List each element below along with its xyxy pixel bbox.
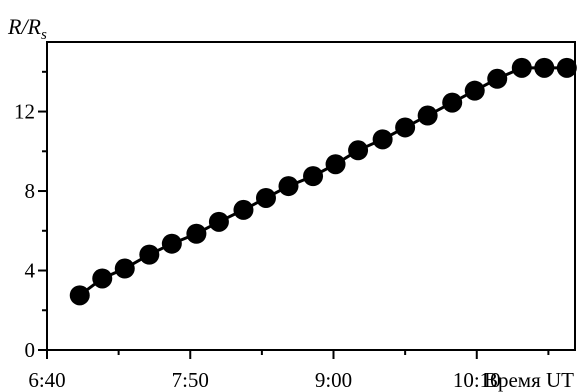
x-tick-label: 9:00 bbox=[315, 368, 352, 392]
data-point bbox=[161, 233, 182, 254]
data-point bbox=[372, 129, 393, 150]
x-tick-label: 6:40 bbox=[28, 368, 65, 392]
data-point bbox=[114, 258, 135, 279]
data-point bbox=[278, 176, 299, 197]
x-axis-label: Время UT bbox=[484, 368, 574, 392]
data-point bbox=[69, 285, 90, 306]
data-point bbox=[487, 68, 508, 89]
y-axis: 0 4 8 12 bbox=[14, 70, 47, 362]
plot-frame bbox=[46, 41, 576, 351]
y-tick-label: 8 bbox=[25, 179, 36, 203]
data-point bbox=[186, 223, 207, 244]
data-point bbox=[208, 211, 229, 232]
data-point bbox=[303, 166, 324, 187]
data-point bbox=[442, 92, 463, 113]
x-axis: 6:40 7:50 9:00 10:10 bbox=[28, 350, 550, 392]
series-points-group bbox=[69, 57, 577, 306]
data-point bbox=[92, 268, 113, 289]
data-point bbox=[417, 105, 438, 126]
y-tick-label: 12 bbox=[14, 100, 35, 124]
data-point bbox=[464, 80, 485, 101]
series-line-group bbox=[78, 66, 567, 297]
y-axis-label: R/Rs bbox=[7, 14, 47, 43]
data-point bbox=[511, 57, 532, 78]
data-point bbox=[255, 187, 276, 208]
data-point bbox=[325, 154, 346, 175]
series-line bbox=[78, 66, 567, 297]
y-tick-label: 0 bbox=[25, 338, 36, 362]
x-tick-label: 10:10 bbox=[453, 368, 501, 392]
y-tick-label: 4 bbox=[25, 259, 36, 283]
x-tick-label: 7:50 bbox=[172, 368, 209, 392]
data-point bbox=[233, 199, 254, 220]
data-point bbox=[556, 57, 577, 78]
data-point bbox=[348, 140, 369, 161]
data-point bbox=[395, 117, 416, 138]
data-point bbox=[139, 244, 160, 265]
data-point bbox=[534, 57, 555, 78]
